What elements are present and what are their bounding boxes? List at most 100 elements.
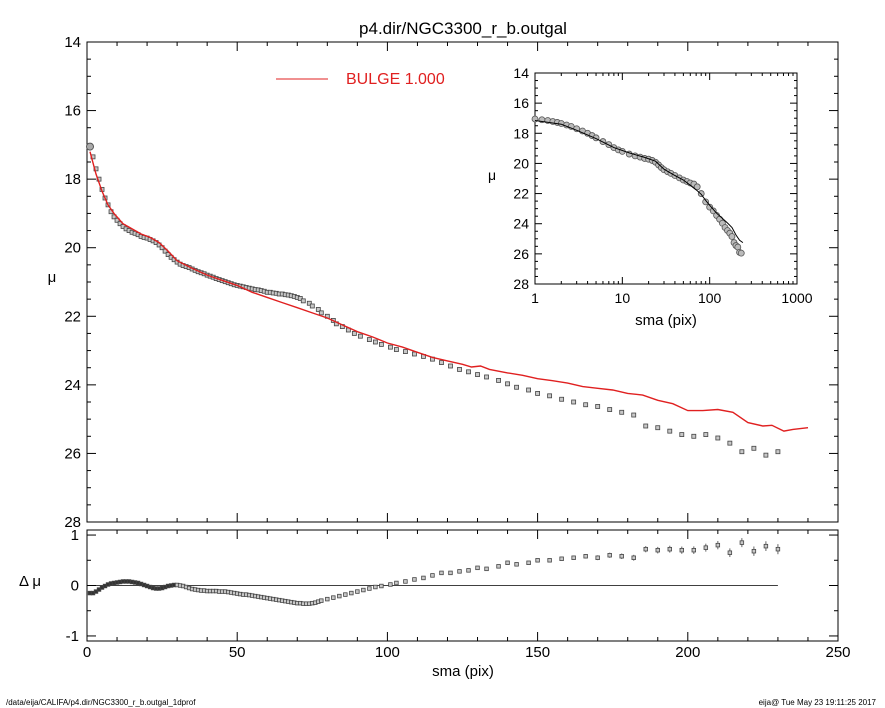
inset-point xyxy=(737,249,745,257)
observed-point xyxy=(378,341,384,347)
residual-point xyxy=(775,546,781,552)
inset-y-tick-label: 16 xyxy=(513,95,529,111)
observed-point xyxy=(315,307,321,312)
residual-point xyxy=(457,569,462,574)
residual-point xyxy=(484,566,489,572)
residual-point xyxy=(439,570,444,576)
residual-point xyxy=(691,547,697,553)
legend-label: BULGE 1.000 xyxy=(346,71,445,88)
observed-point xyxy=(388,344,393,350)
inset-point xyxy=(693,183,701,191)
observed-point xyxy=(394,347,399,352)
residual-point xyxy=(331,595,336,600)
observed-point xyxy=(751,445,757,451)
main-observed-points xyxy=(86,142,781,458)
observed-point xyxy=(763,452,769,458)
observed-point xyxy=(607,407,613,412)
residual-point xyxy=(631,555,636,560)
residual-point xyxy=(547,558,552,563)
residual-x-axis-label: sma (pix) xyxy=(432,663,494,680)
observed-point xyxy=(351,331,357,336)
main-y-tick-label: 26 xyxy=(64,445,81,462)
observed-point xyxy=(679,432,685,437)
inset-plot: 14 16 18 20 22 24 26 281 10 100 1000 μ sma (pix) xyxy=(488,65,813,329)
residual-point xyxy=(715,542,721,548)
observed-point xyxy=(583,402,589,408)
residual-point xyxy=(655,547,660,553)
inset-y-tick-label: 28 xyxy=(513,276,529,292)
inset-plot-frame xyxy=(534,72,798,285)
observed-point xyxy=(448,363,453,369)
residual-x-tick-label: 200 xyxy=(675,644,700,661)
residual-tick-labels: 0 50 100 150 200 250-101 xyxy=(66,527,851,661)
observed-point xyxy=(117,221,123,227)
observed-point xyxy=(403,349,408,355)
residual-y-tick-label: 1 xyxy=(71,527,79,544)
residual-point xyxy=(643,546,648,552)
inset-y-axis-label: μ xyxy=(488,167,496,183)
observed-point xyxy=(372,339,378,345)
main-y-tick-labels: 14 16 18 20 22 24 26 28 xyxy=(64,34,81,531)
residual-point xyxy=(325,596,330,602)
residual-x-tick-label: 0 xyxy=(83,644,91,661)
footer-file-path: /data/eija/CALIFA/p4.dir/NGC3300_r_b.out… xyxy=(6,698,196,707)
observed-point xyxy=(547,393,553,399)
inset-y-tick-label: 26 xyxy=(513,246,529,262)
residual-point xyxy=(412,577,417,582)
observed-point xyxy=(775,449,781,455)
inset-point xyxy=(697,190,705,197)
residual-point xyxy=(496,564,501,569)
inset-x-tick-label: 1000 xyxy=(781,290,812,306)
residual-point xyxy=(703,545,709,550)
observed-point xyxy=(412,351,417,357)
residual-point xyxy=(466,568,471,573)
residual-point xyxy=(607,553,612,558)
residual-point xyxy=(403,579,408,584)
residual-x-tick-label: 50 xyxy=(229,644,246,661)
observed-point xyxy=(571,399,577,405)
residual-point xyxy=(727,550,733,555)
residual-point xyxy=(679,547,684,553)
main-y-tick-label: 16 xyxy=(64,103,81,120)
observed-point xyxy=(703,432,709,437)
inset-point xyxy=(728,233,736,240)
inset-model-line xyxy=(534,120,744,244)
residual-point xyxy=(763,543,769,549)
chart-title: p4.dir/NGC3300_r_b.outgal xyxy=(359,19,567,38)
observed-point xyxy=(306,300,312,306)
residual-point xyxy=(373,584,378,590)
observed-point xyxy=(357,333,363,339)
residual-point xyxy=(595,555,600,560)
observed-point xyxy=(114,217,120,223)
main-y-tick-label: 28 xyxy=(64,514,81,531)
residual-point xyxy=(526,560,531,565)
residual-point xyxy=(430,573,435,578)
observed-point xyxy=(535,391,540,396)
observed-point xyxy=(439,360,444,365)
inset-y-tick-label: 24 xyxy=(513,216,529,232)
residual-point xyxy=(388,582,393,587)
inset-x-tick-label: 100 xyxy=(698,290,722,306)
observed-point xyxy=(457,367,462,372)
residual-x-tick-label: 150 xyxy=(525,644,550,661)
observed-point xyxy=(619,409,625,415)
observed-point xyxy=(526,387,531,393)
observed-point xyxy=(318,310,324,316)
inset-y-tick-label: 14 xyxy=(513,65,529,81)
inset-y-tick-label: 20 xyxy=(513,155,529,171)
residual-point xyxy=(394,580,399,586)
residual-point xyxy=(349,590,354,596)
residual-point xyxy=(379,583,384,589)
residual-point xyxy=(739,540,745,545)
residual-point xyxy=(559,556,564,561)
observed-point xyxy=(366,337,372,343)
inset-x-axis-label: sma (pix) xyxy=(635,312,697,329)
residual-point xyxy=(448,570,453,576)
residual-point xyxy=(475,565,480,571)
residual-point xyxy=(319,598,324,603)
residual-point xyxy=(421,575,426,581)
residual-point xyxy=(583,554,588,559)
residual-point xyxy=(505,560,510,565)
residual-point xyxy=(367,586,372,591)
observed-point xyxy=(484,374,489,380)
